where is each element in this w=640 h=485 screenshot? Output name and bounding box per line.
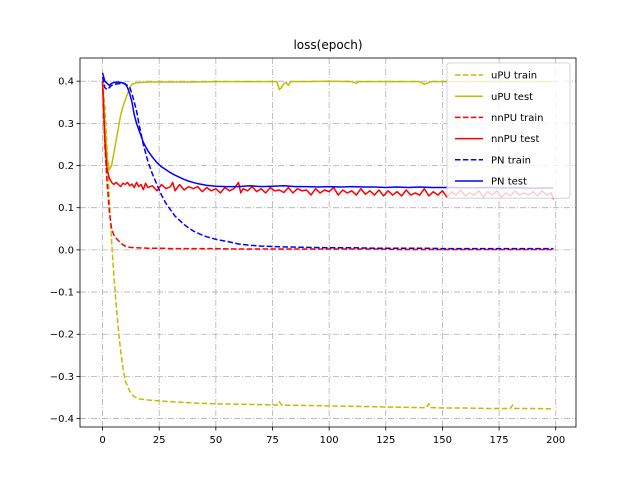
grid-lines: [80, 58, 576, 427]
chart-title: loss(epoch): [293, 38, 362, 52]
axis-ticks: 0 25 50 75 100 125 150 175 200 −0.4 −0.3 −0.2 −0.1 0.…: [50, 77, 566, 446]
y-tick-label: −0.3: [50, 372, 74, 383]
series-line-upu-train: [101, 81, 554, 410]
x-tick-label: 100: [320, 435, 339, 446]
series-line-pn-test: [101, 72, 554, 190]
legend-label: nnPU test: [491, 134, 539, 145]
y-tick-label: 0.4: [58, 77, 74, 88]
y-tick-label: −0.1: [50, 288, 74, 299]
x-tick-label: 175: [490, 435, 509, 446]
x-tick-label: 0: [99, 435, 105, 446]
plot-series: [101, 72, 555, 410]
y-tick-label: 0.2: [58, 161, 74, 172]
y-tick-label: −0.4: [50, 414, 74, 425]
legend-label: nnPU train: [491, 113, 543, 124]
y-tick-label: 0.0: [58, 245, 74, 256]
series-line-nnpu-train: [101, 81, 554, 251]
x-tick-label: 25: [153, 435, 166, 446]
x-tick-label: 150: [433, 435, 452, 446]
y-tick-label: −0.2: [50, 330, 74, 341]
x-tick-label: 125: [376, 435, 395, 446]
x-tick-label: 50: [209, 435, 222, 446]
series-line-pn-train: [101, 76, 554, 250]
x-tick-label: 200: [546, 435, 565, 446]
y-tick-label: 0.1: [58, 203, 74, 214]
legend: uPU train uPU test nnPU train nnPU test PN t…: [446, 62, 571, 199]
legend-label: PN test: [491, 177, 527, 188]
legend-label: PN train: [491, 155, 531, 166]
axes-frame: [79, 57, 577, 428]
legend-label: uPU test: [491, 92, 533, 103]
series-line-upu-test: [101, 80, 554, 171]
y-tick-label: 0.3: [58, 119, 74, 130]
x-tick-label: 75: [266, 435, 279, 446]
legend-label: uPU train: [491, 71, 537, 82]
